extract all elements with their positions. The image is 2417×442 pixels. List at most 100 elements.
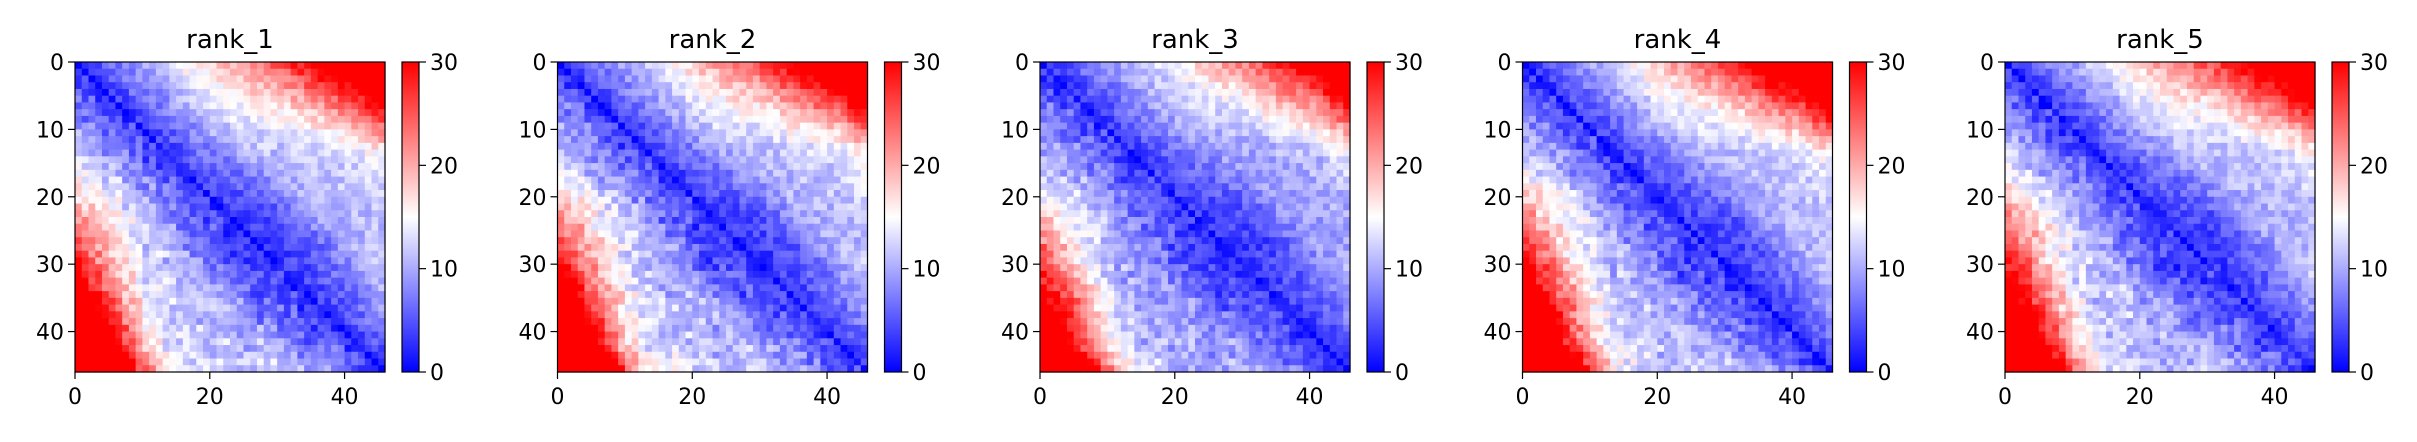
heatmap-cell	[1094, 136, 1101, 143]
heatmap-cell	[679, 291, 686, 298]
heatmap-cell	[250, 251, 257, 258]
heatmap-cell	[190, 89, 197, 96]
heatmap-cell	[297, 96, 304, 103]
heatmap-cell	[820, 345, 827, 352]
heatmap-cell	[1229, 150, 1236, 157]
heatmap-cell	[672, 204, 679, 211]
heatmap-cell	[270, 62, 277, 69]
heatmap-cell	[237, 298, 244, 305]
heatmap-cell	[223, 251, 230, 258]
heatmap-cell	[800, 190, 807, 197]
heatmap-cell	[1114, 136, 1121, 143]
heatmap-cell	[679, 62, 686, 69]
heatmap-cell	[318, 318, 325, 325]
heatmap-cell	[190, 183, 197, 190]
heatmap-cell	[773, 62, 780, 69]
heatmap-cell	[739, 345, 746, 352]
heatmap-cell	[291, 89, 298, 96]
heatmap-cell	[746, 224, 753, 231]
heatmap-cell	[605, 325, 612, 332]
heatmap-cell	[203, 82, 210, 89]
heatmap-cell	[372, 237, 379, 244]
heatmap-cell	[699, 359, 706, 366]
heatmap-cell	[210, 69, 217, 76]
panel-title: rank_3	[1151, 25, 1239, 55]
heatmap-cell	[699, 210, 706, 217]
heatmap-cell	[652, 129, 659, 136]
heatmap-cell	[1310, 75, 1317, 82]
heatmap-cell	[746, 116, 753, 123]
heatmap-cell	[739, 224, 746, 231]
heatmap-cell	[793, 190, 800, 197]
heatmap-cell	[284, 163, 291, 170]
heatmap-cell	[176, 264, 183, 271]
heatmap-cell	[584, 82, 591, 89]
heatmap-cell	[304, 156, 311, 163]
heatmap-cell	[841, 143, 848, 150]
heatmap-cell	[1148, 75, 1155, 82]
heatmap-cell	[760, 311, 767, 318]
heatmap-cell	[75, 116, 82, 123]
heatmap-cell	[129, 204, 136, 211]
heatmap-cell	[217, 82, 224, 89]
heatmap-cell	[217, 244, 224, 251]
heatmap-cell	[584, 136, 591, 143]
heatmap-cell	[358, 123, 365, 130]
heatmap-cell	[311, 325, 318, 332]
heatmap-cell	[196, 311, 203, 318]
heatmap-cell	[190, 352, 197, 359]
heatmap-cell	[102, 217, 109, 224]
heatmap-cell	[820, 136, 827, 143]
heatmap-cell	[1202, 136, 1209, 143]
heatmap-cell	[672, 210, 679, 217]
heatmap-cell	[311, 197, 318, 204]
heatmap-cell	[1188, 150, 1195, 157]
heatmap-cell	[1242, 82, 1249, 89]
heatmap-cell	[699, 129, 706, 136]
heatmap-cell	[611, 190, 618, 197]
heatmap-cell	[163, 183, 170, 190]
heatmap-cell	[183, 75, 190, 82]
heatmap-cell	[297, 291, 304, 298]
heatmap-cell	[679, 271, 686, 278]
heatmap-cell	[304, 177, 311, 184]
heatmap-cell	[618, 109, 625, 116]
heatmap-cell	[841, 82, 848, 89]
heatmap-cell	[814, 136, 821, 143]
heatmap-cell	[598, 230, 605, 237]
heatmap-cell	[304, 332, 311, 339]
heatmap-cell	[1121, 75, 1128, 82]
heatmap-cell	[1040, 96, 1047, 103]
heatmap-cell	[372, 224, 379, 231]
heatmap-cell	[665, 210, 672, 217]
heatmap-cell	[311, 129, 318, 136]
heatmap-cell	[284, 62, 291, 69]
heatmap-cell	[1128, 82, 1135, 89]
heatmap-cell	[605, 210, 612, 217]
heatmap-cell	[1182, 82, 1189, 89]
heatmap-cell	[75, 89, 82, 96]
heatmap-cell	[733, 332, 740, 339]
heatmap-cell	[210, 311, 217, 318]
heatmap-cell	[820, 217, 827, 224]
heatmap-cell	[311, 251, 318, 258]
heatmap-cell	[1053, 143, 1060, 150]
heatmap-cell	[304, 163, 311, 170]
heatmap-cell	[1296, 156, 1303, 163]
heatmap-cell	[196, 116, 203, 123]
heatmap-cell	[122, 264, 129, 271]
heatmap-cell	[564, 190, 571, 197]
heatmap-cell	[719, 190, 726, 197]
heatmap-cell	[753, 156, 760, 163]
heatmap-cell	[88, 170, 95, 177]
heatmap-cell	[291, 217, 298, 224]
heatmap-cell	[1053, 136, 1060, 143]
heatmap-cell	[1121, 69, 1128, 76]
heatmap-cell	[793, 244, 800, 251]
heatmap-cell	[780, 109, 787, 116]
heatmap-cell	[598, 82, 605, 89]
heatmap-cell	[854, 291, 861, 298]
heatmap-cell	[257, 116, 264, 123]
heatmap-cell	[291, 197, 298, 204]
heatmap-cell	[739, 338, 746, 345]
